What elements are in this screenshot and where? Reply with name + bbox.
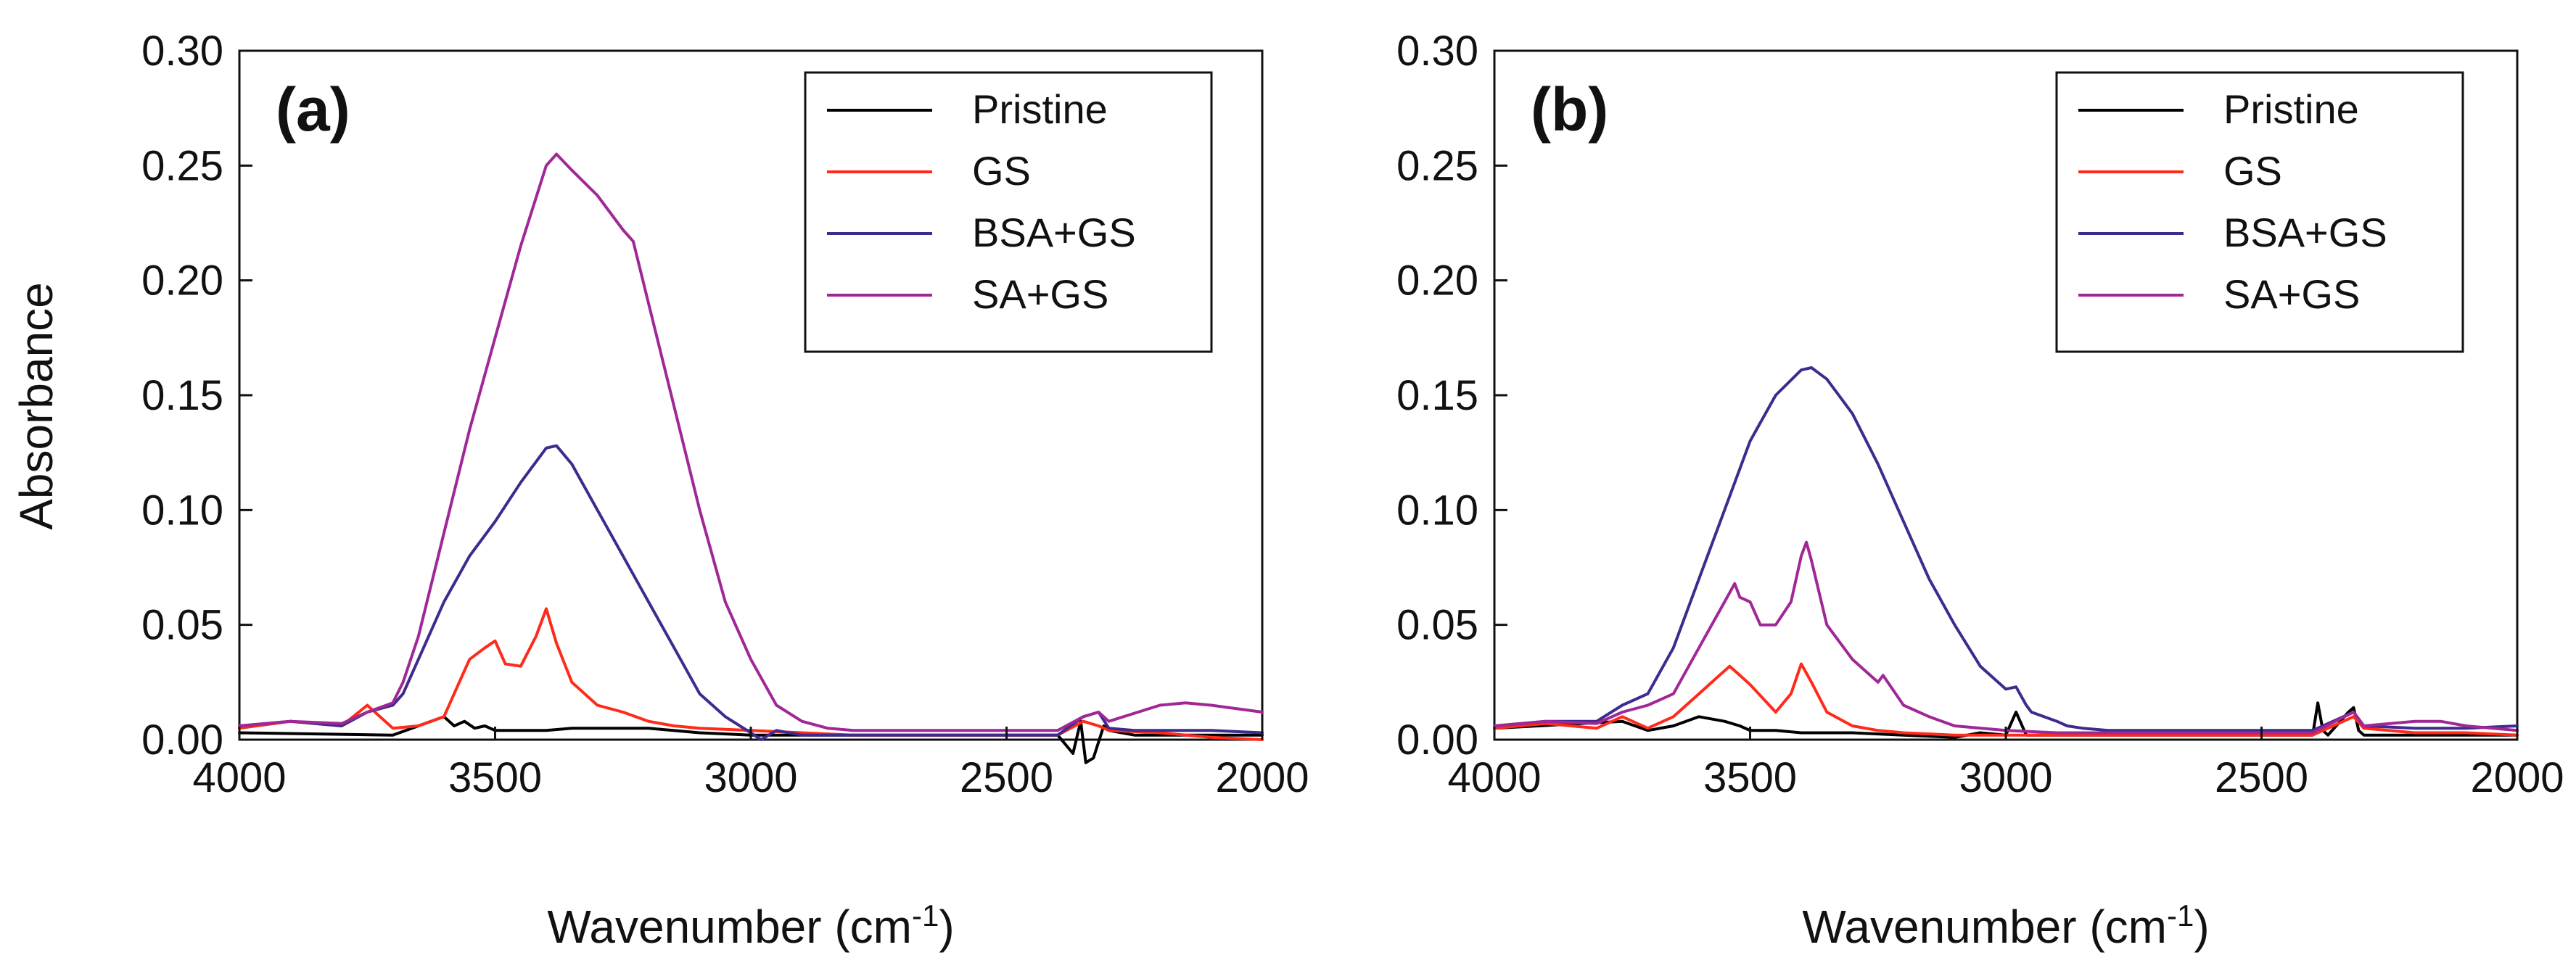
y-tick-label: 0.05 xyxy=(141,602,223,649)
series-bsa-gs xyxy=(238,444,1264,741)
legend-label: Pristine xyxy=(2223,86,2359,132)
series-gs xyxy=(238,607,1264,741)
axis-ticks: 4000 3500 3000 2500 2000 0.00 0.05 0.10 0.15 0.20… xyxy=(1396,28,2564,801)
y-tick-label: 0.25 xyxy=(1396,142,1478,189)
x-axis-title-sup: -1 xyxy=(2167,898,2194,933)
legend-box xyxy=(2055,71,2464,353)
x-axis-title: Wavenumber (cm-1) xyxy=(1802,898,2209,954)
x-axis-title-text: Wavenumber (cm xyxy=(1802,901,2167,953)
y-tick-label: 0.20 xyxy=(1396,257,1478,305)
x-tick-label: 4000 xyxy=(192,754,286,801)
y-tick-label: 0.20 xyxy=(141,257,223,305)
legend-box xyxy=(804,71,1213,353)
y-tick-label: 0.10 xyxy=(141,487,223,534)
y-tick-label: 0.00 xyxy=(1396,716,1478,764)
y-tick-label: 0.25 xyxy=(141,142,223,189)
axis-ticks: 4000 3500 3000 2500 2000 0.00 0.05 0.10 0.15 0.20… xyxy=(141,28,1309,801)
legend: Pristine GS BSA+GS SA+GS xyxy=(804,71,1213,353)
legend-label: Pristine xyxy=(972,86,1108,132)
legend-label: SA+GS xyxy=(2223,271,2360,317)
y-tick-label: 0.10 xyxy=(1396,487,1478,534)
legend-label: GS xyxy=(2223,148,2282,194)
x-tick-label: 2000 xyxy=(1215,754,1309,801)
x-axis-title-text: Wavenumber (cm xyxy=(547,901,912,953)
y-tick-label: 0.15 xyxy=(141,372,223,419)
x-axis-title-end: ) xyxy=(2194,901,2209,953)
y-axis-title: Absorbance xyxy=(10,282,62,530)
panel-b: 4000 3500 3000 2500 2000 0.00 0.05 0.10 0.15 0.20… xyxy=(1396,28,2564,953)
series-layer xyxy=(238,152,1264,764)
x-axis-title: Wavenumber (cm-1) xyxy=(547,898,954,954)
series-sa-gs xyxy=(238,152,1264,732)
y-tick-label: 0.15 xyxy=(1396,372,1478,419)
y-tick-label: 0.30 xyxy=(1396,28,1478,75)
y-tick-label: 0.00 xyxy=(141,716,223,764)
x-tick-label: 3000 xyxy=(1959,754,2052,801)
legend-label: BSA+GS xyxy=(972,210,1136,255)
x-tick-label: 2000 xyxy=(2470,754,2564,801)
series-pristine xyxy=(1493,701,2519,739)
x-tick-label: 3000 xyxy=(704,754,797,801)
panel-label: (a) xyxy=(276,75,350,144)
legend-label: BSA+GS xyxy=(2223,210,2387,255)
series-gs xyxy=(1493,662,2519,737)
panel-label: (b) xyxy=(1531,75,1608,144)
panel-a: 4000 3500 3000 2500 2000 0.00 0.05 0.10 0.15 0.20… xyxy=(141,28,1309,953)
legend-label: GS xyxy=(972,148,1031,194)
x-tick-label: 4000 xyxy=(1447,754,1541,801)
series-pristine xyxy=(238,715,1264,764)
series-layer xyxy=(1493,366,2519,739)
y-tick-label: 0.30 xyxy=(141,28,223,75)
x-axis-title-sup: -1 xyxy=(912,898,939,933)
x-tick-label: 3500 xyxy=(1703,754,1797,801)
legend-label: SA+GS xyxy=(972,271,1108,317)
x-tick-label: 2500 xyxy=(960,754,1053,801)
series-bsa-gs xyxy=(1493,366,2519,732)
x-tick-label: 3500 xyxy=(448,754,542,801)
x-axis-title-end: ) xyxy=(939,901,954,953)
series-sa-gs xyxy=(1493,540,2519,735)
legend: Pristine GS BSA+GS SA+GS xyxy=(2055,71,2464,353)
y-tick-label: 0.05 xyxy=(1396,602,1478,649)
x-tick-label: 2500 xyxy=(2215,754,2308,801)
